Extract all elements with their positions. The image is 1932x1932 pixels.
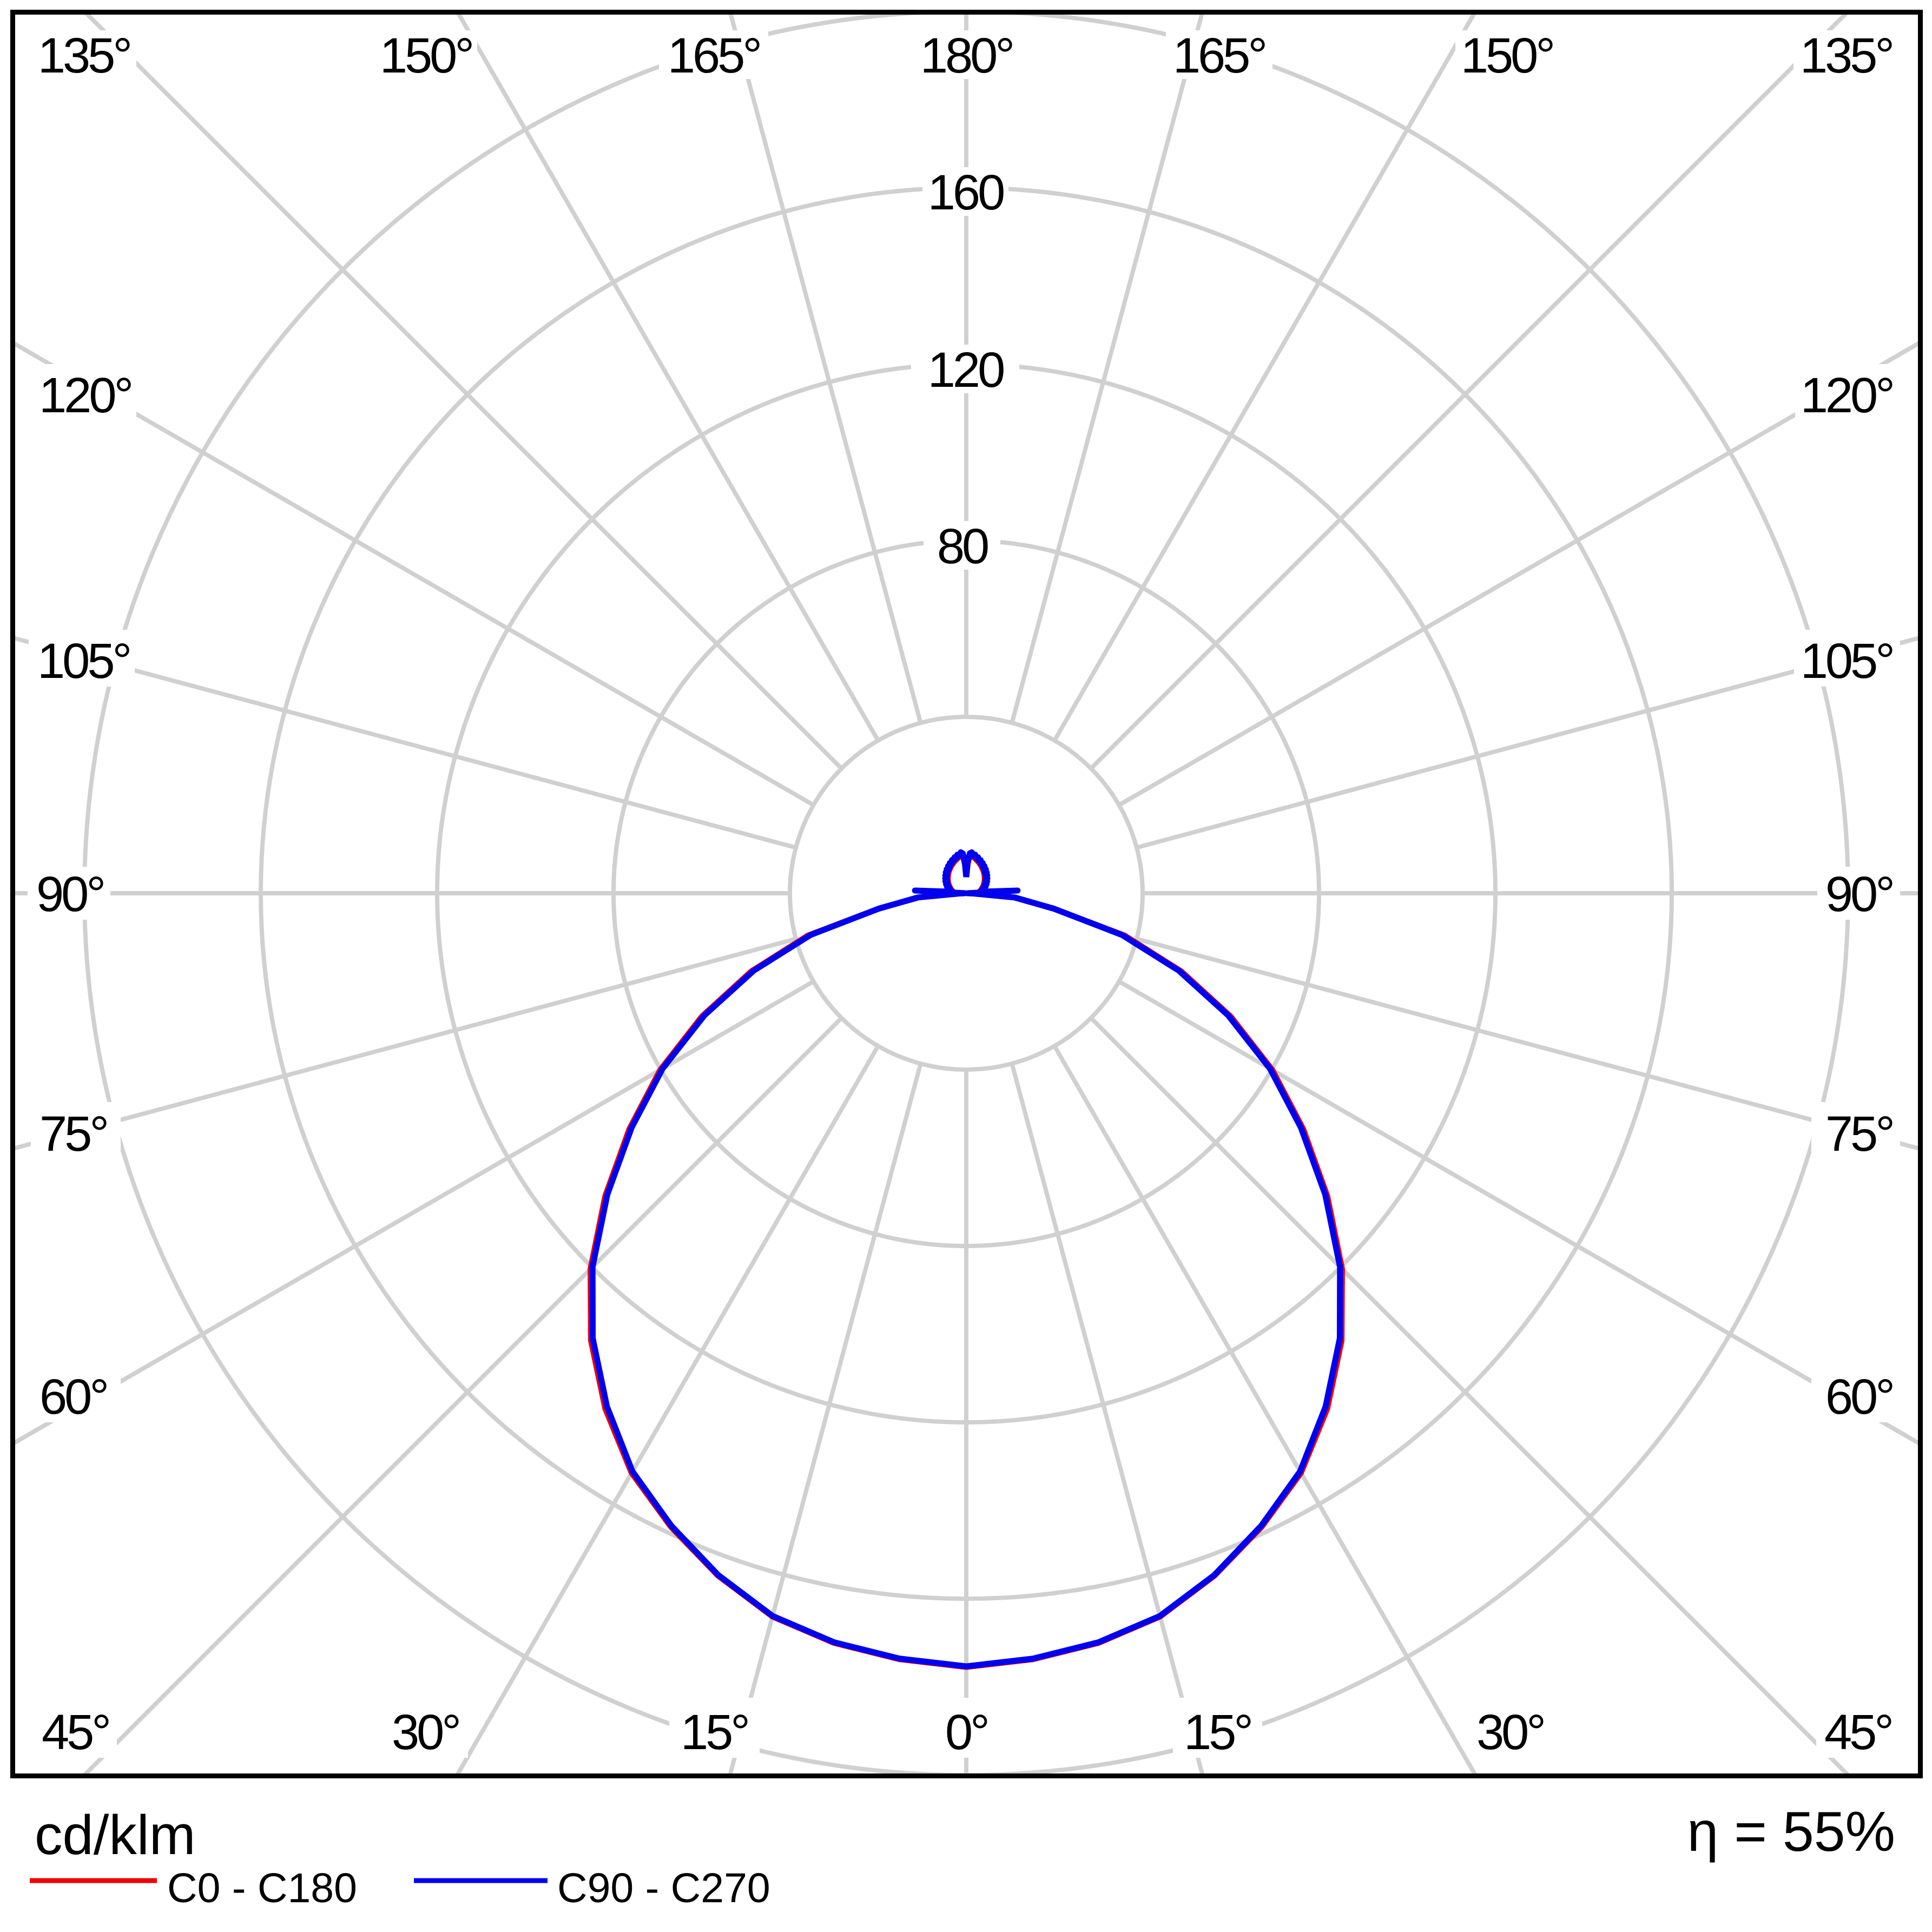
svg-text:C0 - C180: C0 - C180 <box>167 1865 357 1911</box>
svg-text:η = 55%: η = 55% <box>1687 1801 1895 1863</box>
svg-text:120°: 120° <box>1801 368 1893 423</box>
svg-text:60°: 60° <box>39 1369 107 1425</box>
svg-text:165°: 165° <box>1173 28 1265 83</box>
svg-text:0°: 0° <box>945 1705 987 1760</box>
svg-text:135°: 135° <box>38 28 130 83</box>
svg-text:C90 - C270: C90 - C270 <box>557 1865 770 1911</box>
svg-text:120: 120 <box>928 342 1004 398</box>
svg-text:105°: 105° <box>1801 634 1893 689</box>
svg-text:80: 80 <box>937 519 988 574</box>
svg-text:75°: 75° <box>1825 1106 1893 1162</box>
svg-text:120°: 120° <box>39 368 131 423</box>
svg-text:105°: 105° <box>37 634 129 689</box>
svg-text:165°: 165° <box>668 28 760 83</box>
svg-text:15°: 15° <box>1184 1705 1251 1760</box>
svg-text:150°: 150° <box>380 28 472 83</box>
svg-text:180°: 180° <box>920 28 1012 83</box>
svg-text:cd/klm: cd/klm <box>35 1804 196 1866</box>
svg-text:90°: 90° <box>36 867 103 922</box>
svg-text:160: 160 <box>928 165 1004 220</box>
svg-text:60°: 60° <box>1825 1369 1893 1425</box>
svg-text:15°: 15° <box>681 1705 748 1760</box>
svg-text:135°: 135° <box>1800 28 1892 83</box>
svg-text:30°: 30° <box>1476 1705 1544 1760</box>
svg-text:30°: 30° <box>392 1705 459 1760</box>
svg-text:45°: 45° <box>1824 1705 1891 1760</box>
svg-text:150°: 150° <box>1461 28 1553 83</box>
svg-text:90°: 90° <box>1825 867 1893 922</box>
svg-text:45°: 45° <box>42 1705 109 1760</box>
svg-text:75°: 75° <box>39 1106 107 1162</box>
